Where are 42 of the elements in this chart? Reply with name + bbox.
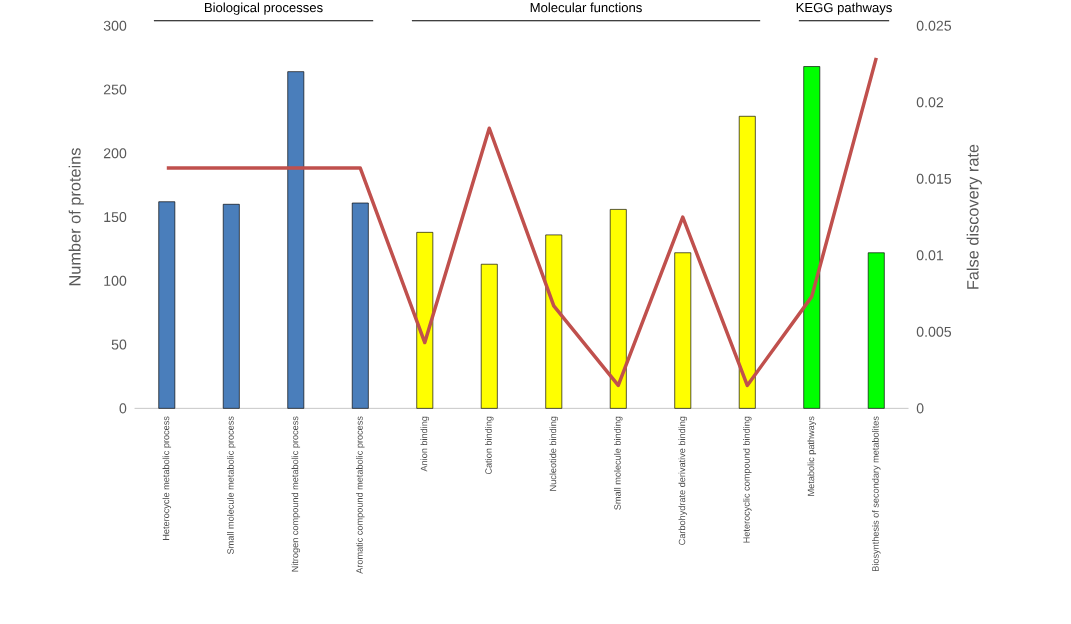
y-tick-label: 250 (103, 84, 127, 95)
bar (674, 252, 692, 409)
x-tick-label: Carbohydrate derivative binding (678, 416, 688, 546)
bar (480, 264, 498, 409)
y-tick-label: 150 (104, 212, 127, 223)
x-tick-label: Cation binding (485, 416, 494, 475)
x-tick-label: Small molecule metabolic process (227, 416, 236, 555)
x-tick-label: Small molecule binding (614, 416, 623, 511)
bar (158, 201, 176, 409)
bar (287, 71, 305, 409)
y-tick-label: 50 (111, 339, 127, 350)
y-tick-label: 100 (104, 276, 127, 287)
y2-tick-label: 0.015 (916, 174, 952, 185)
y2-tick-label: 0 (916, 403, 924, 414)
bar (803, 66, 821, 409)
text: Molecular functions (530, 2, 642, 13)
text: Biological processes (204, 2, 323, 15)
x-tick-label: Heterocyclic compound binding (743, 416, 752, 543)
bar (416, 232, 434, 409)
bar (609, 209, 627, 409)
bar (222, 204, 240, 409)
x-tick-label: Biosynthesis of secondary metabolites (872, 416, 881, 572)
bar (738, 116, 756, 409)
y-tick-label: 300 (103, 20, 127, 31)
x-tick-label: Nitrogen compound metabolic process (291, 416, 301, 572)
y2-tick-label: 0.005 (916, 327, 952, 338)
x-tick-label: Metabolic pathways (807, 416, 817, 496)
y2-axis-title: False discovery rate (966, 144, 982, 290)
bar (545, 234, 563, 409)
x-tick-label: Aromatic compound metabolic process (356, 416, 365, 574)
x-tick-label: Anion binding (420, 416, 430, 472)
bar (867, 252, 885, 409)
x-tick-label: Heterocycle metabolic process (162, 416, 172, 541)
y2-tick-label: 0.02 (916, 97, 944, 108)
y2-tick-label: 0.01 (916, 250, 944, 261)
bar (351, 202, 369, 409)
y-tick-label: 0 (119, 403, 127, 414)
text: KEGG pathways (796, 2, 892, 15)
y-axis-title: Number of proteins (68, 148, 84, 286)
x-tick-label: Nucleotide binding (549, 416, 559, 491)
y-tick-label: 200 (103, 148, 127, 159)
y2-tick-label: 0.025 (916, 20, 952, 31)
